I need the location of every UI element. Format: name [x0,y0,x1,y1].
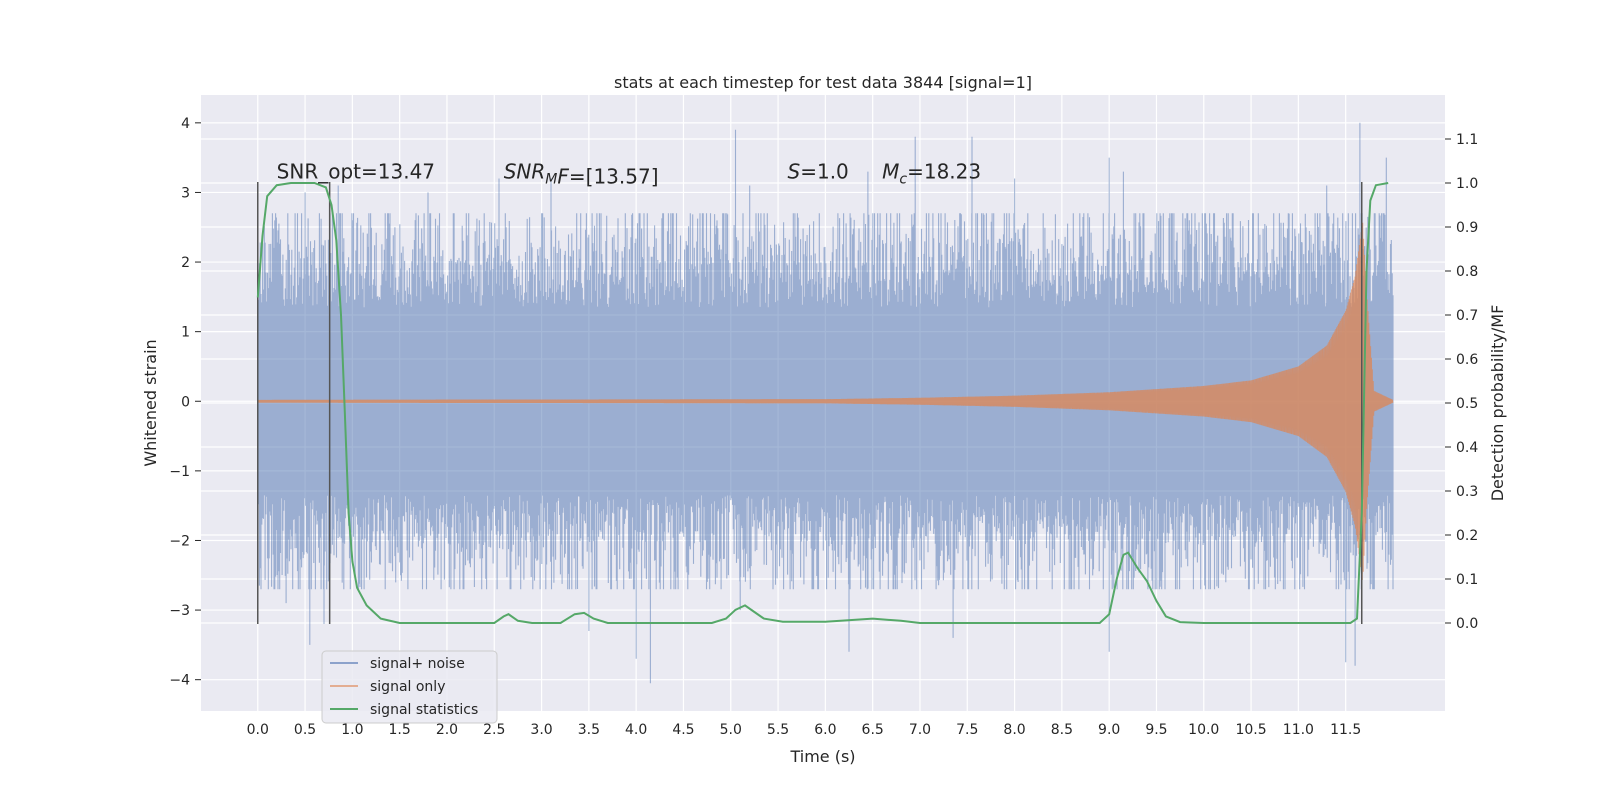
annotation-text: SNR_opt=13.47 [277,160,435,184]
annotation-text: SNRMF=[13.57] [504,160,659,189]
legend-label-signal-statistics: signal statistics [370,702,478,718]
y2-tick-label: 0.7 [1456,308,1478,324]
y2-tick-label: 0.3 [1456,484,1478,500]
y2-tick-label: 0.9 [1456,220,1478,236]
y-tick-label: −3 [169,603,190,619]
y2-tick-label: 0.5 [1456,396,1478,412]
legend: signal+ noise signal only signal statist… [321,650,498,724]
y2-tick-label: 0.6 [1456,352,1478,368]
x-tick-label: 9.0 [1098,722,1120,738]
x-tick-label: 10.0 [1188,722,1219,738]
x-tick-label: 6.5 [862,722,884,738]
y2-tick-label: 0.8 [1456,264,1478,280]
legend-label-signal-only: signal only [370,679,445,695]
x-tick-label: 8.5 [1051,722,1073,738]
y2-tick-label: 0.2 [1456,528,1478,544]
x-tick-label: 7.5 [956,722,978,738]
x-tick-label: 0.0 [247,722,269,738]
legend-label-signal-plus-noise: signal+ noise [370,656,465,672]
y2-tick-label: 0.4 [1456,440,1478,456]
x-tick-label: 3.5 [578,722,600,738]
x-tick-label: 11.0 [1283,722,1314,738]
annotation-text: S=1.0 [788,160,849,184]
annotations: SNR_opt=13.47 SNRMF=[13.57] S=1.0 Mc=18.23 [277,160,981,189]
x-tick-label: 8.0 [1003,722,1025,738]
x-tick-label: 1.5 [389,722,411,738]
y-tick-label: 0 [181,394,190,410]
y2-tick-label: 0.0 [1456,616,1478,632]
x-tick-label: 1.0 [341,722,363,738]
signal-trace [257,222,1394,581]
annotation-text: Mc=18.23 [882,160,981,188]
x-tick-label: 5.0 [720,722,742,738]
y-tick-label: 3 [181,185,190,201]
x-tick-label: 4.0 [625,722,647,738]
y-axis-title: Whitened strain [141,339,160,466]
y2-axis-title: Detection probability/MF [1488,305,1507,502]
x-tick-label: 6.0 [814,722,836,738]
y2-tick-label: 1.1 [1456,132,1478,148]
series-signal-only [257,222,1394,581]
x-tick-label: 5.5 [767,722,789,738]
marker-lines [257,182,1363,624]
x-tick-label: 4.5 [672,722,694,738]
y2-tick-label: 1.0 [1456,176,1478,192]
y-tick-label: −2 [169,533,190,549]
y-tick-label: −4 [169,673,190,689]
x-tick-label: 0.5 [294,722,316,738]
legend-box [321,650,498,724]
y-tick-label: −1 [169,464,190,480]
statistics-trace [256,182,1389,624]
series-signal-statistics [256,182,1389,624]
y2-tick-label: 0.1 [1456,572,1478,588]
chart-title: stats at each timestep for test data 384… [614,73,1032,92]
x-tick-label: 9.5 [1145,722,1167,738]
x-tick-label: 11.5 [1330,722,1361,738]
tick-labels: 0.0 0.5 1.0 1.5 2.0 2.5 3.0 3.5 4.0 4.5 5.0 5.5 6.0 6… [169,116,1478,738]
x-tick-label: 7.0 [909,722,931,738]
y-tick-label: 2 [181,255,190,271]
y-tick-label: 4 [181,116,190,132]
x-tick-label: 10.5 [1235,722,1266,738]
x-axis-title: Time (s) [789,747,855,766]
x-tick-label: 3.0 [530,722,552,738]
x-tick-label: 2.0 [436,722,458,738]
y-tick-label: 1 [181,325,190,341]
x-tick-label: 2.5 [483,722,505,738]
